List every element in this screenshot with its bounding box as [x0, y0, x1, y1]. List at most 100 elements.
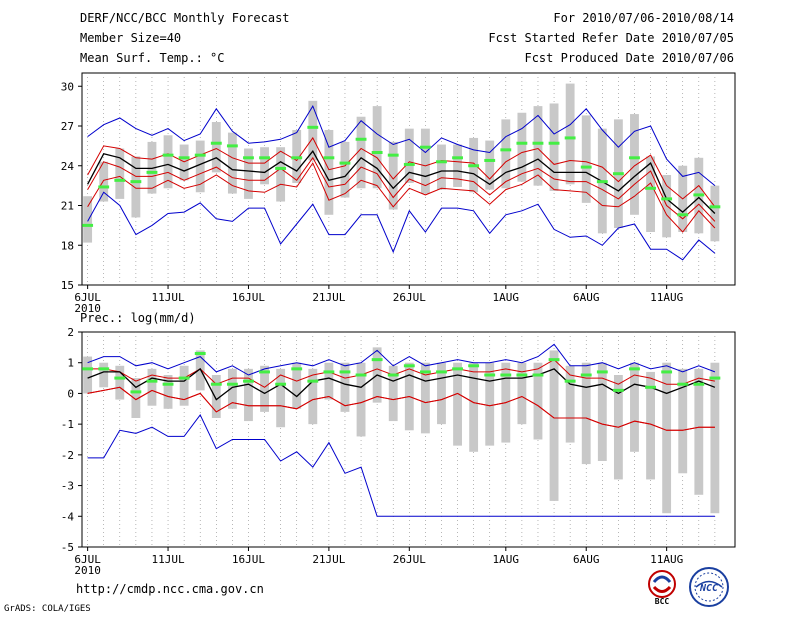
ensemble-box: [324, 129, 334, 215]
y-tick-label: 2: [67, 326, 74, 339]
temperature-panel: 15 18 21 24 27 30 6JUL 11JUL 16JUL 21JUL 26JUL 1AUG…: [61, 72, 736, 315]
series-line-mean_minus_sd: [87, 156, 716, 222]
ensemble-box: [356, 362, 366, 437]
ensemble-box: [308, 100, 318, 161]
median-mark: [339, 370, 351, 374]
ensemble-box: [420, 128, 430, 194]
ensemble-box: [565, 365, 575, 443]
median-mark: [162, 382, 174, 386]
series-line-mean_plus_sd: [87, 136, 716, 208]
header-right: For 2010/07/06-2010/08/14 Fcst Started R…: [488, 10, 734, 70]
median-mark: [500, 148, 512, 152]
ensemble-box: [565, 83, 575, 185]
median-mark: [693, 193, 705, 197]
ensemble-box: [179, 144, 189, 181]
median-mark: [677, 213, 689, 217]
ensemble-box: [356, 116, 366, 189]
ensemble-box: [485, 362, 495, 446]
ensemble-box: [163, 375, 173, 409]
x-tick-label: 11JUL: [151, 291, 184, 304]
ensemble-box: [211, 375, 221, 418]
ensemble-box: [115, 148, 125, 199]
median-mark: [436, 370, 447, 374]
median-mark: [419, 370, 431, 374]
median-mark: [243, 156, 254, 160]
y-tick-label: -3: [61, 480, 74, 493]
x-tick-label: 16JUL: [232, 291, 265, 304]
median-mark: [532, 141, 544, 145]
member-size: Member Size=40: [80, 31, 182, 45]
median-mark: [114, 376, 126, 380]
median-mark: [194, 352, 206, 355]
median-mark: [323, 156, 335, 160]
ensemble-box: [131, 156, 141, 218]
y-tick-label: 30: [61, 80, 74, 93]
footer-url[interactable]: http://cmdp.ncc.cma.gov.cn: [76, 582, 264, 596]
y-tick-label: 18: [61, 239, 74, 252]
y-tick-label: 0: [67, 387, 74, 400]
x-tick-label: 11AUG: [650, 553, 683, 566]
ensemble-box: [469, 362, 479, 452]
x-tick-label: 1AUG: [493, 553, 520, 566]
median-mark: [275, 382, 287, 386]
series-line-mean_plus_sd: [87, 358, 715, 388]
median-mark: [596, 180, 608, 184]
ensemble-box: [83, 196, 93, 243]
series-line-min_blue: [87, 104, 716, 186]
median-mark: [645, 385, 656, 389]
median-mark: [114, 178, 126, 182]
start-ref-date: Fcst Started Refer Date 2010/07/05: [488, 31, 734, 45]
x-tick-label: 21JUL: [312, 291, 345, 304]
median-mark: [259, 370, 270, 374]
median-mark: [612, 172, 624, 176]
x-year-label: 2010: [74, 564, 101, 577]
ensemble-box: [517, 112, 527, 182]
ensemble-box: [533, 362, 543, 440]
median-mark: [130, 390, 142, 394]
ensemble-box: [340, 141, 350, 198]
series-line-mean: [87, 150, 716, 214]
ensemble-box: [179, 365, 189, 406]
x-tick-label: 6JUL: [74, 553, 101, 566]
median-mark: [371, 358, 383, 362]
median-mark: [564, 379, 576, 383]
y-tick-label: -4: [61, 510, 75, 523]
x-year-label: 2010: [74, 302, 101, 315]
y-tick-label: 1: [67, 357, 74, 370]
median-mark: [661, 197, 673, 201]
median-mark: [484, 373, 496, 377]
ensemble-box: [404, 128, 414, 183]
ncc-logo-icon: NCC: [689, 567, 729, 607]
median-mark: [387, 153, 399, 157]
ensemble-box: [437, 362, 446, 425]
series-line-max: [87, 191, 716, 261]
median-mark: [403, 364, 415, 368]
ensemble-box: [276, 147, 286, 202]
x-tick-label: 1AUG: [493, 291, 520, 304]
ensemble-box: [244, 148, 253, 199]
median-mark: [468, 364, 480, 368]
median-mark: [693, 382, 705, 386]
median-mark: [355, 137, 367, 141]
ensemble-box: [211, 122, 221, 173]
forecast-period: For 2010/07/06-2010/08/14: [553, 11, 734, 25]
footer-grads: GrADS: COLA/IGES: [4, 604, 91, 614]
ensemble-box: [83, 356, 93, 394]
median-mark: [339, 161, 351, 165]
median-mark: [677, 382, 689, 386]
series-line-min_red: [87, 162, 716, 233]
median-mark: [178, 376, 190, 380]
x-tick-label: 21JUL: [312, 553, 345, 566]
median-mark: [275, 166, 287, 170]
median-mark: [452, 367, 463, 371]
x-tick-label: 11JUL: [151, 553, 184, 566]
ensemble-box: [292, 362, 302, 409]
y-tick-label: -5: [61, 541, 74, 554]
ensemble-box: [227, 132, 237, 194]
bcc-logo-text: BCC: [655, 597, 670, 606]
y-tick-label: 27: [61, 120, 74, 133]
ensemble-box: [115, 365, 125, 400]
median-mark: [484, 158, 496, 162]
series-line-max: [87, 413, 715, 517]
